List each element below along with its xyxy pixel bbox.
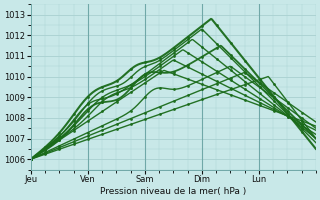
X-axis label: Pression niveau de la mer( hPa ): Pression niveau de la mer( hPa ) — [100, 187, 246, 196]
